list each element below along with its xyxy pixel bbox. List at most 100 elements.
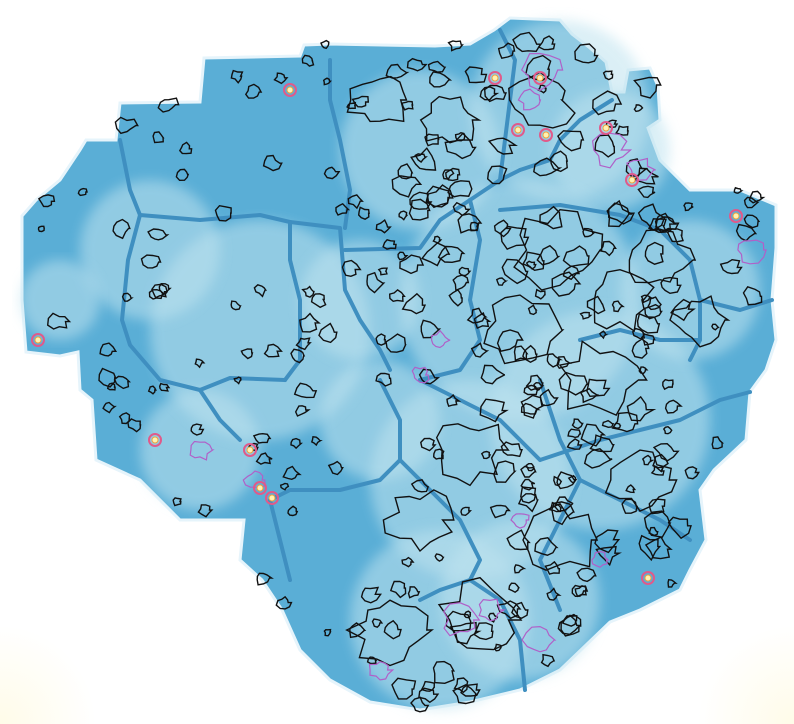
contour-loop: [246, 442, 259, 451]
contour-loop: [667, 578, 678, 588]
contour-loop: [636, 312, 661, 334]
contour-loop: [414, 153, 428, 163]
contour-loop: [576, 567, 597, 583]
contour-loop: [453, 677, 469, 694]
contour-loop: [582, 227, 596, 238]
contour-loop: [418, 368, 441, 385]
region-border: [268, 378, 402, 502]
contour-loop: [448, 288, 463, 307]
contour-loop: [625, 158, 649, 178]
contour-loop: [253, 284, 268, 298]
hotspot-ring: [31, 333, 45, 347]
density-layer: [20, 20, 760, 710]
contour-loop: [121, 292, 134, 302]
region-border: [418, 378, 542, 462]
contour-loop: [557, 130, 585, 152]
contour-loop: [99, 342, 118, 357]
contour-loop: [410, 147, 437, 171]
contour-loop: [637, 185, 656, 199]
contour-loop: [452, 274, 470, 292]
contour-loop: [527, 304, 538, 316]
contour-loop: [442, 169, 455, 180]
contour-loop: [391, 677, 417, 700]
hotspot-core: [256, 484, 264, 492]
contour-loop: [517, 493, 539, 513]
contour-loop: [420, 242, 451, 267]
hotspot-core: [246, 446, 254, 454]
contour-low-level: [37, 31, 766, 713]
contour-loop-mid: [510, 513, 530, 529]
contour-loop: [641, 454, 655, 466]
contour-loop: [366, 271, 386, 294]
contour-loop: [647, 218, 668, 234]
contour-loop: [399, 254, 425, 275]
contour-loop: [290, 437, 303, 450]
hotspot-ring: [148, 433, 162, 447]
contour-loop: [301, 54, 315, 67]
hotspot-ring: [253, 481, 267, 495]
region-border: [118, 138, 292, 224]
contour-loop: [230, 300, 242, 311]
contour-loop-mid: [521, 625, 557, 653]
contour-loop: [114, 116, 139, 135]
contour-loop: [295, 337, 312, 351]
contour-loop-mid: [443, 602, 481, 637]
contour-loop: [536, 244, 561, 266]
hotspot-ring: [641, 571, 655, 585]
contour-loop: [147, 228, 170, 241]
contour-loop: [546, 353, 563, 368]
contour-loop: [419, 95, 482, 144]
hotspot-ring: [625, 173, 639, 187]
contour-loop: [520, 478, 536, 491]
hotspot-core: [542, 131, 550, 139]
contour-loop: [506, 529, 531, 551]
contour-loop: [567, 474, 577, 485]
hotspot-core: [644, 574, 652, 582]
contour-loop: [383, 619, 402, 640]
contour-loop: [460, 506, 472, 517]
contour-loop-mid: [591, 550, 610, 568]
hotspots: [31, 71, 743, 585]
hotspot: [148, 433, 162, 447]
contour-loop: [583, 448, 613, 469]
contour-loop: [497, 42, 516, 60]
contour-loop: [148, 288, 165, 300]
hotspot-core: [34, 336, 42, 344]
contour-loop-mid: [368, 661, 395, 681]
contour-loop: [611, 300, 625, 313]
contour-loop: [457, 213, 483, 234]
contour-loop: [318, 322, 338, 344]
contour-loop: [500, 225, 530, 250]
density-patch: [340, 70, 500, 230]
hotspot: [599, 121, 613, 135]
contour-loop: [397, 251, 409, 261]
contour-loop: [301, 285, 315, 298]
contour-loop: [580, 423, 607, 447]
contour-loop: [427, 60, 447, 73]
contour-loop: [487, 137, 518, 155]
contour-loop: [589, 434, 615, 453]
contour-loop: [638, 366, 649, 375]
contour-loop: [197, 504, 214, 518]
contour-loop-mid: [430, 329, 451, 349]
contour-loop: [594, 134, 616, 158]
hotspot-ring: [729, 209, 743, 223]
contour-loop-mid: [411, 366, 430, 384]
contour-loop: [637, 203, 666, 232]
contour-loop: [743, 196, 760, 209]
hotspot-core: [536, 74, 544, 82]
contour-loop: [520, 402, 541, 415]
contour-loop: [46, 312, 72, 330]
contour-loop: [452, 683, 478, 705]
contour-loop: [632, 327, 646, 340]
contour-loop: [662, 425, 673, 435]
contour-loop: [432, 660, 456, 685]
contour-loop: [594, 529, 621, 554]
contour-loop: [275, 595, 293, 610]
contour-loop: [398, 210, 409, 221]
contour-loop: [310, 436, 323, 447]
contour-loop: [652, 442, 680, 462]
hotspot: [729, 209, 743, 223]
contour-loop: [327, 460, 344, 476]
